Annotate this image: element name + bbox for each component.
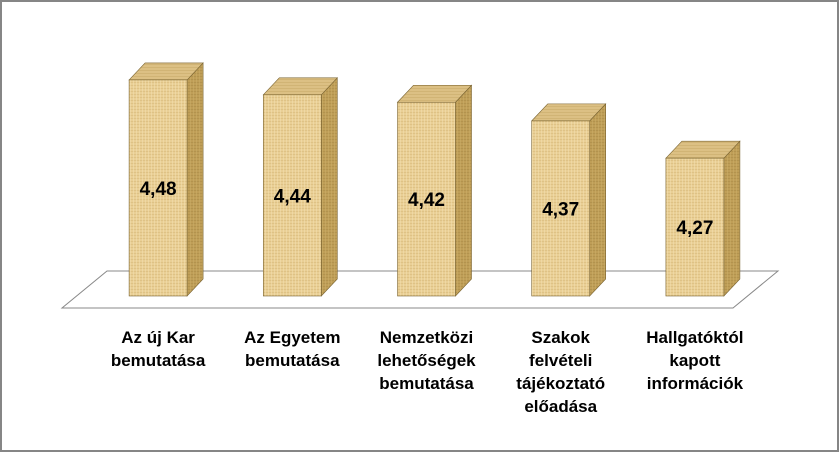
data-label: 4,37 bbox=[542, 199, 579, 220]
bar bbox=[262, 77, 338, 297]
category-label: Az Egyetem bemutatása bbox=[244, 328, 340, 370]
category-label: Nemzetközi lehetőségek bemutatása bbox=[377, 328, 476, 393]
bar bbox=[665, 140, 741, 297]
bar bbox=[396, 84, 473, 297]
data-label: 4,42 bbox=[408, 190, 445, 211]
bar-front bbox=[665, 157, 725, 297]
data-label: 4,44 bbox=[274, 186, 311, 207]
bar-side bbox=[320, 77, 338, 297]
bar-front bbox=[397, 101, 456, 297]
bar bbox=[128, 62, 204, 297]
bar-front bbox=[128, 79, 188, 297]
bar-side bbox=[186, 62, 204, 297]
chart-floor bbox=[60, 270, 780, 309]
data-label: 4,48 bbox=[140, 179, 177, 200]
data-label: 4,27 bbox=[676, 218, 713, 239]
category-label: Hallgatóktól kapott információk bbox=[646, 328, 743, 393]
bar-side bbox=[455, 84, 472, 297]
bar bbox=[531, 103, 607, 297]
category-label: Az új Kar bemutatása bbox=[111, 328, 206, 370]
bar-side bbox=[589, 103, 607, 297]
bar-side bbox=[723, 140, 741, 297]
bar-front bbox=[531, 120, 591, 297]
category-label: Szakok felvételi tájékoztató előadása bbox=[516, 328, 605, 416]
bar-front bbox=[262, 94, 322, 297]
